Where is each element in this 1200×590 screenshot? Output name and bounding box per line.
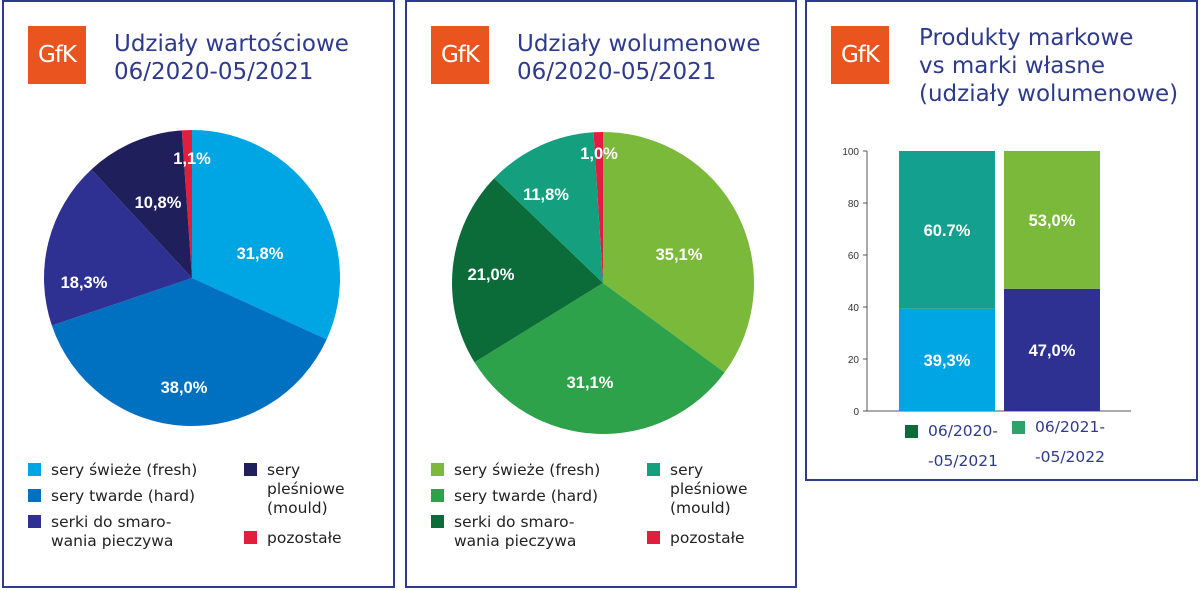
legend-item: 06/2021- -05/2022: [1012, 412, 1105, 472]
legend-item: sery świeże (fresh): [28, 461, 197, 480]
brands-vs-private-labels-title: Produkty markowe vs marki własne (udział…: [919, 25, 1179, 107]
legend-item: sery pleśniowe (mould): [244, 461, 345, 518]
volume-share-pie-chart: 35,1% 31,1% 21,0% 11,8% 1,0%: [452, 132, 754, 435]
gfk-logo: GfK: [831, 26, 889, 84]
y-tick-label: 80: [848, 199, 860, 210]
bar-value-label: 60.7%: [924, 222, 971, 240]
pie-slice: [181, 130, 192, 278]
gfk-logo: GfK: [28, 26, 86, 84]
y-tick-label: 60: [848, 251, 860, 262]
value-share-pie-chart: 31,8% 38,0% 18,3% 10,8% 1,1%: [43, 130, 340, 426]
legend-label: 06/2021- -05/2022: [1035, 418, 1105, 466]
legend-swatch: [244, 463, 257, 476]
pie-slice: [43, 169, 192, 326]
legend-label: sery pleśniowe (mould): [267, 461, 345, 517]
pie-slice: [452, 178, 603, 363]
legend-label: serki do smaro- wania pieczywa: [454, 513, 577, 550]
pie-value-label: 38,0%: [161, 379, 208, 397]
legend-label: sery pleśniowe (mould): [670, 461, 748, 517]
y-tick-label: 40: [848, 303, 860, 314]
pie-value-label: 11,8%: [523, 186, 569, 204]
bar-value-label: 47,0%: [1029, 342, 1076, 360]
pie-value-label: 31,8%: [237, 245, 284, 263]
y-tick-label: 100: [842, 147, 859, 158]
bar-segment: [1004, 288, 1100, 411]
legend-swatch: [28, 463, 41, 476]
pie-slice: [91, 130, 192, 278]
legend-item: sery twarde (hard): [431, 487, 598, 506]
brands-vs-private-labels-panel: GfK Produkty markowe vs marki własne (ud…: [805, 0, 1198, 481]
legend-item: serki do smaro- wania pieczywa: [431, 513, 576, 551]
legend-swatch: [431, 515, 444, 528]
legend-swatch: [1012, 421, 1025, 434]
pie-value-label: 35,1%: [656, 246, 703, 264]
pie-value-label: 10,8%: [135, 194, 182, 212]
legend-item: pozostałe: [647, 529, 745, 548]
bar-segment: [899, 308, 995, 411]
bar-value-label: 39,3%: [924, 352, 971, 370]
legend-swatch: [431, 489, 444, 502]
legend-label: sery twarde (hard): [51, 487, 196, 505]
legend-item: pozostałe: [244, 529, 342, 548]
legend-label: pozostałe: [267, 529, 342, 547]
pie-value-label: 31,1%: [567, 374, 614, 392]
legend-swatch: [647, 531, 660, 544]
pie-slice: [51, 278, 327, 426]
legend-item: sery pleśniowe (mould): [647, 461, 748, 518]
legend-label: sery twarde (hard): [454, 487, 599, 505]
volume-share-title: Udziały wolumenowe 06/2020-05/2021: [517, 31, 761, 85]
legend-item: sery twarde (hard): [28, 487, 195, 506]
legend-swatch: [244, 531, 257, 544]
volume-share-panel: GfK Udziały wolumenowe 06/2020-05/2021 3…: [405, 0, 797, 588]
pie-slice: [474, 283, 725, 435]
legend-swatch: [905, 425, 918, 438]
pie-slice: [192, 130, 340, 340]
legend-label: sery świeże (fresh): [51, 461, 198, 479]
legend-swatch: [28, 515, 41, 528]
legend-label: 06/2020- -05/2021: [928, 422, 998, 470]
pie-value-label: 18,3%: [61, 274, 108, 292]
value-share-title: Udziały wartościowe 06/2020-05/2021: [114, 31, 349, 85]
bar-segment: [899, 151, 995, 309]
legend-item: sery świeże (fresh): [431, 461, 600, 480]
pie-slice: [593, 132, 603, 283]
legend-swatch: [28, 489, 41, 502]
value-share-panel: GfK Udziały wartościowe 06/2020-05/2021 …: [2, 0, 395, 588]
stacked-bar-chart: 0 20 40 60 80 100 39,3% 60.7% 47,0% 53,0%: [842, 147, 1131, 418]
bar-segment: [1004, 151, 1100, 289]
y-tick-label: 0: [853, 407, 859, 418]
pie-value-label: 21,0%: [468, 266, 515, 284]
legend-item: 06/2020- -05/2021: [905, 416, 998, 476]
legend-label: serki do smaro- wania pieczywa: [51, 513, 174, 550]
legend-swatch: [431, 463, 444, 476]
gfk-logo: GfK: [431, 26, 489, 84]
pie-slice: [603, 132, 754, 373]
legend-swatch: [647, 463, 660, 476]
legend-label: sery świeże (fresh): [454, 461, 601, 479]
legend-label: pozostałe: [670, 529, 745, 547]
pie-slice: [494, 132, 603, 283]
legend-item: serki do smaro- wania pieczywa: [28, 513, 173, 551]
y-tick-label: 20: [848, 355, 860, 366]
pie-value-label: 1,0%: [580, 145, 618, 163]
bar-value-label: 53,0%: [1029, 212, 1076, 230]
pie-value-label: 1,1%: [173, 150, 211, 168]
